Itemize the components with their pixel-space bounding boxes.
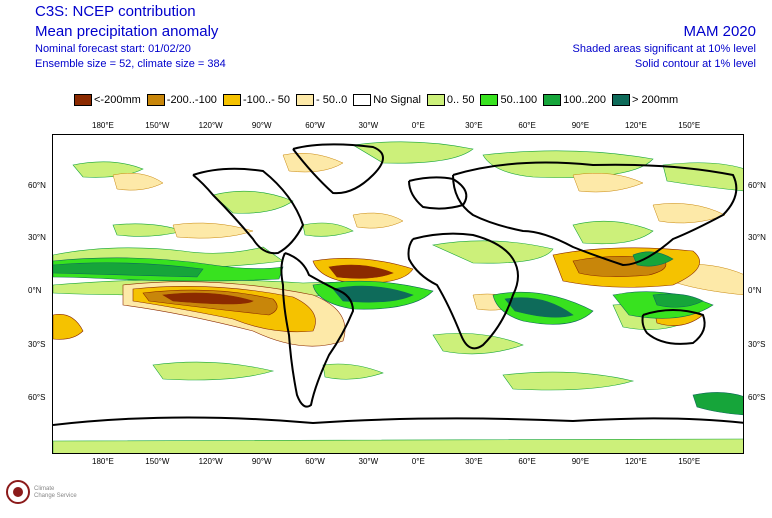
lat-tick-label: 30°N (28, 233, 46, 242)
lon-tick-label: 90°W (251, 121, 272, 130)
lon-tick-label: 30°W (358, 457, 379, 466)
lat-tick-label: 60°S (28, 393, 46, 402)
legend-swatch (296, 94, 315, 106)
legend-label: > 200mm (631, 94, 679, 106)
copernicus-logo: Climate Change Service (4, 472, 104, 517)
legend-label: No Signal (373, 94, 421, 106)
lat-tick-label: 60°N (748, 181, 766, 190)
wet-belts (53, 251, 743, 416)
lon-tick-label: 90°W (251, 457, 272, 466)
legend-swatch (543, 94, 562, 106)
legend-label: 0.. 50 (446, 94, 475, 106)
lon-tick-label: 30°W (358, 121, 379, 130)
lat-tick-label: 0°N (748, 286, 762, 295)
coastlines (53, 143, 743, 426)
forecast-start: Nominal forecast start: 01/02/20 (35, 43, 191, 55)
significance-shaded: Shaded areas significant at 10% level (572, 43, 756, 55)
legend-swatch (222, 94, 241, 106)
significance-contour: Solid contour at 1% level (634, 58, 756, 70)
lon-tick-label: 120°W (198, 121, 223, 130)
legend-item: 100..200 (543, 94, 610, 106)
svg-text:Change Service: Change Service (34, 493, 77, 499)
lat-tick-label: 0°N (28, 286, 42, 295)
lon-tick-label: 150°E (678, 121, 701, 130)
color-legend: <-200mm -200..-100 -100..- 50 - 50..0 No Sig… (74, 92, 684, 108)
logo-ring-icon (6, 480, 30, 504)
legend-swatch (480, 94, 499, 106)
lon-tick-label: 60°E (518, 121, 536, 130)
logo-dot-icon (13, 487, 23, 497)
lat-tick-label: 30°S (748, 340, 766, 349)
lon-tick-label: 90°E (571, 121, 590, 130)
svg-text:Climate: Climate (34, 486, 55, 492)
lon-tick-label: 150°W (145, 457, 170, 466)
lon-tick-label: 120°W (198, 457, 223, 466)
lon-tick-label: 150°E (678, 457, 701, 466)
lon-tick-label: 90°E (571, 457, 590, 466)
lon-tick-label: 180°E (92, 121, 114, 130)
legend-item: > 200mm (611, 94, 682, 106)
lat-tick-label: 60°N (28, 181, 46, 190)
legend-item: -200..-100 (146, 94, 221, 106)
season-label: MAM 2020 (683, 23, 756, 40)
precipitation-map (52, 134, 744, 454)
legend-swatch (74, 94, 92, 106)
ensemble-info: Ensemble size = 52, climate size = 384 (35, 58, 226, 70)
lon-tick-label: 180°E (92, 457, 114, 466)
lat-tick-label: 30°S (28, 340, 46, 349)
legend-item: - 50..0 (296, 94, 351, 106)
legend-swatch (426, 94, 445, 106)
pacific-dry-band (53, 281, 346, 347)
legend-item: No Signal (353, 94, 425, 106)
lon-tick-label: 60°W (305, 457, 325, 466)
lon-tick-label: 0°E (411, 457, 425, 466)
legend-item: -100..- 50 (222, 94, 294, 106)
lon-tick-label: 150°W (145, 121, 170, 130)
map-canvas (53, 141, 743, 453)
lon-tick-label: 120°E (625, 121, 647, 130)
legend-label: -200..-100 (166, 94, 217, 106)
legend-label: <-200mm (94, 94, 141, 106)
lon-tick-label: 0°E (411, 121, 425, 130)
lat-tick-label: 30°N (748, 233, 766, 242)
legend-swatch (611, 94, 630, 106)
legend-item: 0.. 50 (426, 94, 479, 106)
lon-tick-label: 60°W (305, 121, 325, 130)
chart-title: C3S: NCEP contribution (35, 3, 196, 20)
legend-label: -100..- 50 (242, 94, 291, 106)
lon-tick-label: 30°E (465, 121, 483, 130)
atlantic-dry-patch (312, 258, 414, 284)
legend-label: 100..200 (563, 94, 606, 106)
lat-tick-label: 60°S (748, 393, 766, 402)
lon-tick-label: 30°E (465, 457, 483, 466)
lon-tick-label: 120°E (625, 457, 647, 466)
legend-label: - 50..0 (316, 94, 348, 106)
chart-subtitle: Mean precipitation anomaly (35, 23, 219, 40)
legend-label: 50..100 (500, 94, 538, 106)
legend-item: <-200mm (74, 94, 145, 106)
legend-swatch (146, 94, 165, 106)
lon-tick-label: 60°E (518, 457, 536, 466)
legend-swatch (353, 94, 372, 106)
legend-item: 50..100 (480, 94, 541, 106)
